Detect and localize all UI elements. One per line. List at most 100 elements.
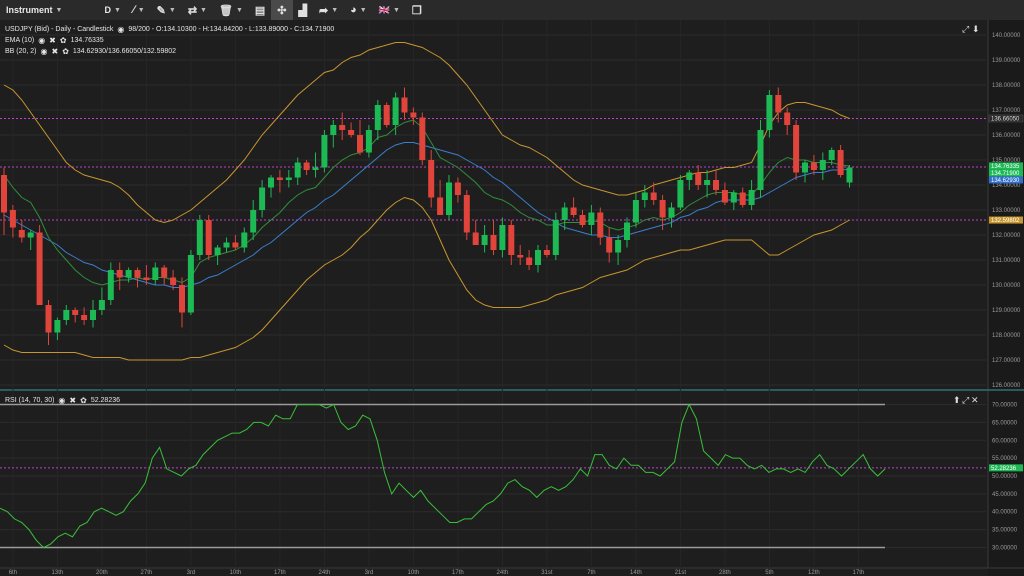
candle-body (650, 192, 657, 200)
candle-body (312, 167, 319, 170)
popout-button[interactable]: ❐ (406, 0, 428, 20)
candle-body (125, 270, 132, 278)
y-tick-label: 139.00000 (992, 58, 1021, 64)
theme-button[interactable]: ◕ ▼ (344, 0, 373, 20)
gear-icon[interactable]: ✿ (62, 47, 69, 56)
ema-label: EMA (10) (5, 37, 35, 44)
eye-icon[interactable]: ◉ (58, 396, 66, 405)
candle-body (330, 125, 337, 135)
candle-body (374, 105, 381, 130)
x-tick-label: 17th (274, 570, 286, 576)
fit-icon: ✣ (277, 4, 287, 17)
ema-legend: EMA (10) ◉ ✖ ✿ 134.76335 (5, 36, 104, 45)
chevron-down-icon: ▼ (392, 6, 400, 14)
candle-body (170, 277, 177, 285)
y-tick-label: 134.00000 (992, 183, 1021, 189)
candle-body (748, 190, 755, 205)
eye-icon[interactable]: ◉ (117, 25, 125, 34)
level-badge (988, 114, 1024, 123)
layout-button[interactable]: ▤ (249, 0, 271, 20)
delete-button[interactable]: 🗑 ▼ (213, 0, 249, 20)
candle-body (766, 95, 773, 130)
candle-body (810, 162, 817, 170)
candle-body (348, 130, 355, 135)
chevron-down-icon: ▼ (235, 6, 243, 14)
candle-body (570, 207, 577, 215)
trash-icon: 🗑 (218, 4, 233, 17)
move-up-icon[interactable]: ⬆ (953, 395, 961, 405)
y-tick-label: 131.00000 (992, 258, 1021, 264)
maximize-pane-icon[interactable]: ⤢ (962, 395, 970, 405)
y-tick-label: 132.00000 (992, 233, 1021, 239)
chevron-down-icon: ▼ (55, 6, 63, 14)
indicators-button[interactable]: ▟ (293, 0, 313, 20)
x-tick-label: 13th (52, 570, 64, 576)
timeframe-dropdown[interactable]: D ▼ (98, 0, 126, 20)
candle-body (704, 180, 711, 185)
rsi-legend: RSI (14, 70, 30) ◉ ✖ ✿ 52.28236 (5, 396, 120, 405)
candle-body (846, 167, 853, 183)
y-tick-label: 126.00000 (992, 383, 1021, 389)
compare-icon: ⇄ (187, 4, 198, 17)
chevron-down-icon: ▼ (137, 6, 145, 14)
share-button[interactable]: ➦ ▼ (313, 0, 344, 20)
close-icon[interactable]: ✖ (49, 36, 56, 45)
maximize-pane-icon[interactable]: ⤢ (962, 24, 970, 34)
y-tick-label: 137.00000 (992, 108, 1021, 114)
price-badge (989, 176, 1023, 184)
x-tick-label: 17th (853, 570, 865, 576)
candle-body (90, 310, 96, 320)
line-style-button[interactable]: ∕ ▼ (127, 0, 151, 20)
candle-body (45, 305, 52, 333)
close-icon[interactable]: ✖ (51, 47, 59, 56)
compare-button[interactable]: ⇄ ▼ (182, 0, 213, 20)
candle-body (27, 232, 34, 238)
flag-icon: 🇬🇧 (378, 4, 390, 15)
candle-body (552, 220, 559, 255)
candle-body (535, 250, 541, 265)
eye-icon[interactable]: ◉ (40, 47, 48, 56)
candle-body (179, 285, 185, 313)
rsi-badge (989, 464, 1023, 472)
y-tick-label: 128.00000 (992, 333, 1021, 339)
gear-icon[interactable]: ✿ (80, 396, 87, 405)
toolbar: Instrument ▼ D ▼ ∕ ▼ ✎ ▼ ⇄ ▼ 🗑 ▼ ▤ ✣ ▟ ➦ ▼ ◕ ▼… (0, 0, 1024, 21)
y-tick-label: 135.00000 (992, 158, 1021, 164)
x-tick-label: 6th (9, 570, 17, 576)
palette-icon: ◕ (350, 4, 357, 16)
candle-body (241, 232, 248, 248)
gear-icon[interactable]: ✿ (59, 36, 67, 45)
rsi-y-tick-label: 60.00000 (992, 438, 1018, 444)
candle-body (775, 95, 782, 113)
candle-body (401, 97, 408, 113)
chart-canvas[interactable]: 140.00000 139.00000 138.00000 137.00000 136.… (0, 20, 1024, 576)
candle-body (641, 192, 648, 200)
candle-body (659, 200, 666, 218)
candle-body (116, 270, 123, 278)
level-badge-label: 136.66050 (991, 116, 1020, 122)
candle-body (259, 187, 266, 210)
eye-icon[interactable]: ◉ (38, 36, 46, 45)
candle-body (837, 150, 844, 175)
close-icon[interactable]: ✖ (69, 396, 77, 405)
bb-legend: BB (20, 2) ◉ ✖ ✿ 134.62930/136.66050/132… (5, 47, 176, 56)
layout-icon: ▤ (254, 4, 266, 17)
chevron-down-icon: ▼ (331, 6, 339, 14)
x-tick-label: 17th (452, 570, 464, 576)
instrument-label: Instrument (6, 5, 53, 15)
candle-body (339, 125, 346, 130)
candle-body (490, 235, 497, 250)
close-pane-icon[interactable]: ✕ (971, 395, 979, 405)
candle-body (134, 270, 141, 278)
candle-body (223, 242, 230, 248)
candle-body (739, 192, 746, 205)
x-tick-label: 24th (319, 570, 331, 576)
draw-icon: ✎ (156, 4, 166, 17)
draw-button[interactable]: ✎ ▼ (151, 0, 182, 20)
instrument-dropdown[interactable]: Instrument ▼ (0, 0, 68, 20)
fit-button[interactable]: ✣ (271, 0, 293, 20)
language-button[interactable]: 🇬🇧 ▼ (373, 0, 406, 20)
candle-body (526, 257, 533, 265)
move-down-icon[interactable]: ⬇ (972, 24, 980, 34)
y-tick-label: 127.00000 (992, 358, 1021, 364)
